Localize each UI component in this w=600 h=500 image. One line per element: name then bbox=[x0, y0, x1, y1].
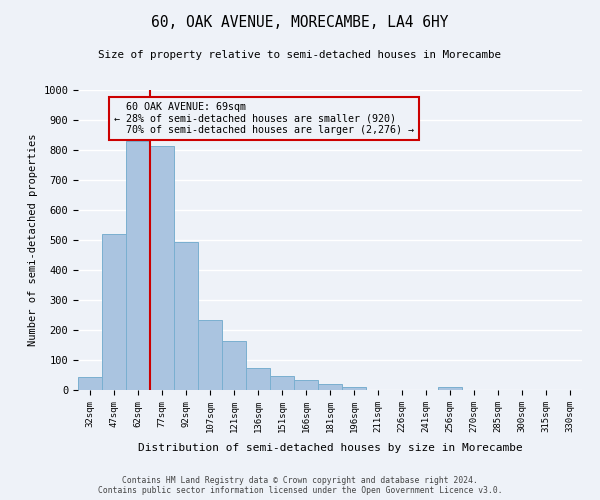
Text: 60 OAK AVENUE: 69sqm
← 28% of semi-detached houses are smaller (920)
  70% of se: 60 OAK AVENUE: 69sqm ← 28% of semi-detac… bbox=[114, 102, 414, 135]
Bar bbox=[78, 377, 102, 390]
Y-axis label: Number of semi-detached properties: Number of semi-detached properties bbox=[28, 134, 38, 346]
Bar bbox=[198, 320, 222, 390]
Bar bbox=[318, 384, 342, 390]
Bar bbox=[150, 146, 174, 390]
Bar bbox=[270, 376, 294, 390]
Bar bbox=[222, 341, 246, 390]
X-axis label: Distribution of semi-detached houses by size in Morecambe: Distribution of semi-detached houses by … bbox=[137, 443, 523, 453]
Bar bbox=[342, 387, 366, 390]
Bar bbox=[438, 387, 462, 390]
Bar bbox=[246, 368, 270, 390]
Bar bbox=[294, 380, 318, 390]
Bar bbox=[126, 141, 150, 390]
Text: 60, OAK AVENUE, MORECAMBE, LA4 6HY: 60, OAK AVENUE, MORECAMBE, LA4 6HY bbox=[151, 15, 449, 30]
Bar bbox=[174, 242, 198, 390]
Text: Size of property relative to semi-detached houses in Morecambe: Size of property relative to semi-detach… bbox=[98, 50, 502, 60]
Bar bbox=[102, 234, 126, 390]
Text: Contains HM Land Registry data © Crown copyright and database right 2024.
Contai: Contains HM Land Registry data © Crown c… bbox=[98, 476, 502, 495]
